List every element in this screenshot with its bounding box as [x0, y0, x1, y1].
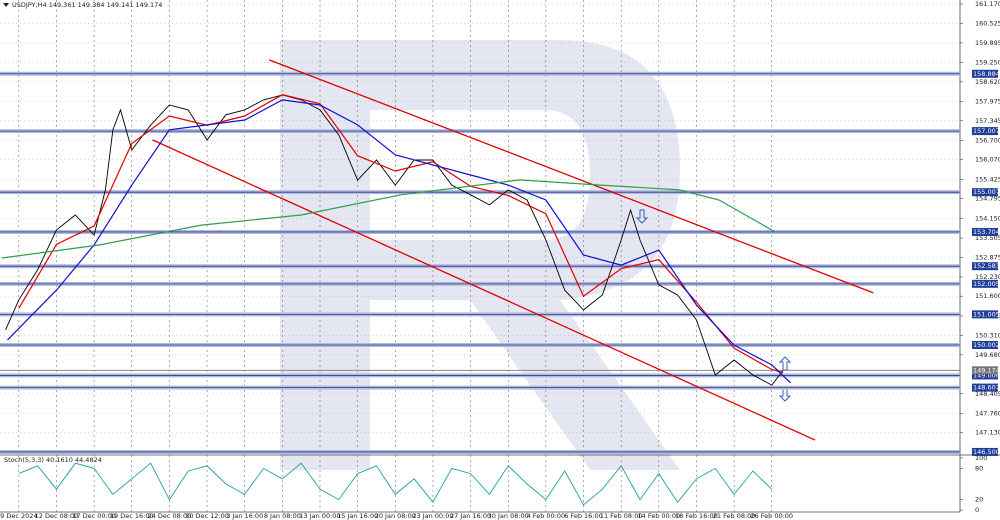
watermark — [280, 40, 680, 470]
x-tick-label: 3 Jan 16:00 — [226, 512, 263, 520]
level-label: 152.005 — [973, 280, 1000, 288]
y-tick-label: 157.975 — [975, 98, 1000, 106]
level-label: 158.884 — [973, 70, 1000, 78]
x-tick-label: 27 Jan 16:00 — [450, 512, 491, 520]
level-label-box — [972, 69, 998, 78]
y-tick-label: 160.525 — [975, 20, 1000, 28]
x-tick-label: 19 Dec 16:00 — [110, 512, 154, 520]
x-tick-label: 13 Jan 00:00 — [299, 512, 340, 520]
last-price-box — [972, 366, 998, 375]
y-tick-label: 148.405 — [975, 390, 1000, 398]
level-label: 150.002 — [973, 341, 1000, 349]
indicator-title: Stoch(5,3,3) 40.1610 44.4824 — [4, 456, 102, 464]
x-tick-label: 12 Dec 08:00 — [35, 512, 79, 520]
y-tick-label: 155.425 — [975, 175, 1000, 183]
level-label: 155.007 — [973, 188, 1000, 196]
x-tick-label: 24 Dec 08:00 — [148, 512, 192, 520]
y-tick-label: 151.600 — [975, 292, 1000, 300]
level-label: 146.500 — [973, 448, 1000, 456]
channel-line — [152, 139, 816, 441]
x-tick-label: 8 Jan 08:00 — [264, 512, 301, 520]
level-label-box — [972, 227, 998, 236]
y-tick-label: 152.875 — [975, 253, 1000, 261]
y-tick-label: 147.130 — [975, 429, 1000, 437]
x-tick-label: 6 Feb 16:00 — [564, 512, 603, 520]
y-tick-label: 156.700 — [975, 136, 1000, 144]
level-label-box — [972, 371, 998, 380]
x-tick-label: 23 Jan 00:00 — [412, 512, 453, 520]
x-tick-label: 15 Jan 16:00 — [337, 512, 378, 520]
x-tick-label: 11 Feb 08:00 — [600, 512, 643, 520]
level-label-box — [972, 279, 998, 288]
x-tick-label: 20 Jan 08:00 — [375, 512, 416, 520]
level-label-box — [972, 447, 998, 456]
y-tick-label: 157.345 — [975, 117, 1000, 125]
x-tick-label: 26 Feb 00:00 — [750, 512, 793, 520]
y-tick-label: 158.620 — [975, 78, 1000, 86]
series-line — [18, 94, 784, 374]
level-label-box — [972, 383, 998, 392]
series-line — [18, 462, 773, 506]
x-tick-label: 18 Feb 16:00 — [675, 512, 718, 520]
level-label: 157.007 — [973, 127, 1000, 135]
level-label: 149.006 — [973, 371, 1000, 379]
level-label: 153.704 — [973, 228, 1000, 236]
x-tick-label: 9 Dec 2024 — [0, 512, 37, 520]
y-tick-label: 0 — [975, 506, 979, 514]
x-tick-label: 4 Feb 00:00 — [527, 512, 566, 520]
chart-title: USDJPY,H4 149.361 149.384 149.141 149.17… — [12, 1, 162, 9]
level-label: 152.583 — [973, 262, 1000, 270]
y-tick-label: 156.070 — [975, 156, 1000, 164]
x-tick-label: 30 Jan 08:00 — [488, 512, 529, 520]
level-label-box — [972, 262, 998, 271]
level-label-box — [972, 341, 998, 350]
y-tick-label: 154.150 — [975, 214, 1000, 222]
y-tick-label: 154.795 — [975, 195, 1000, 203]
y-tick-label: 152.230 — [975, 273, 1000, 281]
series-line — [1, 179, 776, 259]
last-price-label: 149.174 — [973, 366, 1000, 374]
x-tick-label: 14 Feb 00:00 — [637, 512, 680, 520]
level-label: 148.607 — [973, 384, 1000, 392]
y-tick-label: 153.505 — [975, 234, 1000, 242]
channel-line — [268, 59, 874, 294]
x-tick-label: 30 Dec 12:00 — [185, 512, 229, 520]
x-tick-label: 17 Dec 00:00 — [72, 512, 116, 520]
y-tick-label: 159.250 — [975, 59, 1000, 67]
y-tick-label: 20 — [975, 496, 983, 504]
y-tick-label: 150.310 — [975, 332, 1000, 340]
y-tick-label: 159.895 — [975, 39, 1000, 47]
level-label-box — [972, 127, 998, 136]
y-tick-label: 147.760 — [975, 409, 1000, 417]
level-label-box — [972, 310, 998, 319]
y-tick-label: 149.680 — [975, 351, 1000, 359]
y-tick-label: 161.170 — [975, 0, 1000, 8]
x-tick-label: 21 Feb 08:00 — [713, 512, 756, 520]
series-line — [7, 99, 792, 384]
y-tick-label: 80 — [975, 464, 983, 472]
level-label-box — [972, 188, 998, 197]
level-label: 151.005 — [973, 310, 1000, 318]
y-tick-label: 100 — [975, 454, 987, 462]
